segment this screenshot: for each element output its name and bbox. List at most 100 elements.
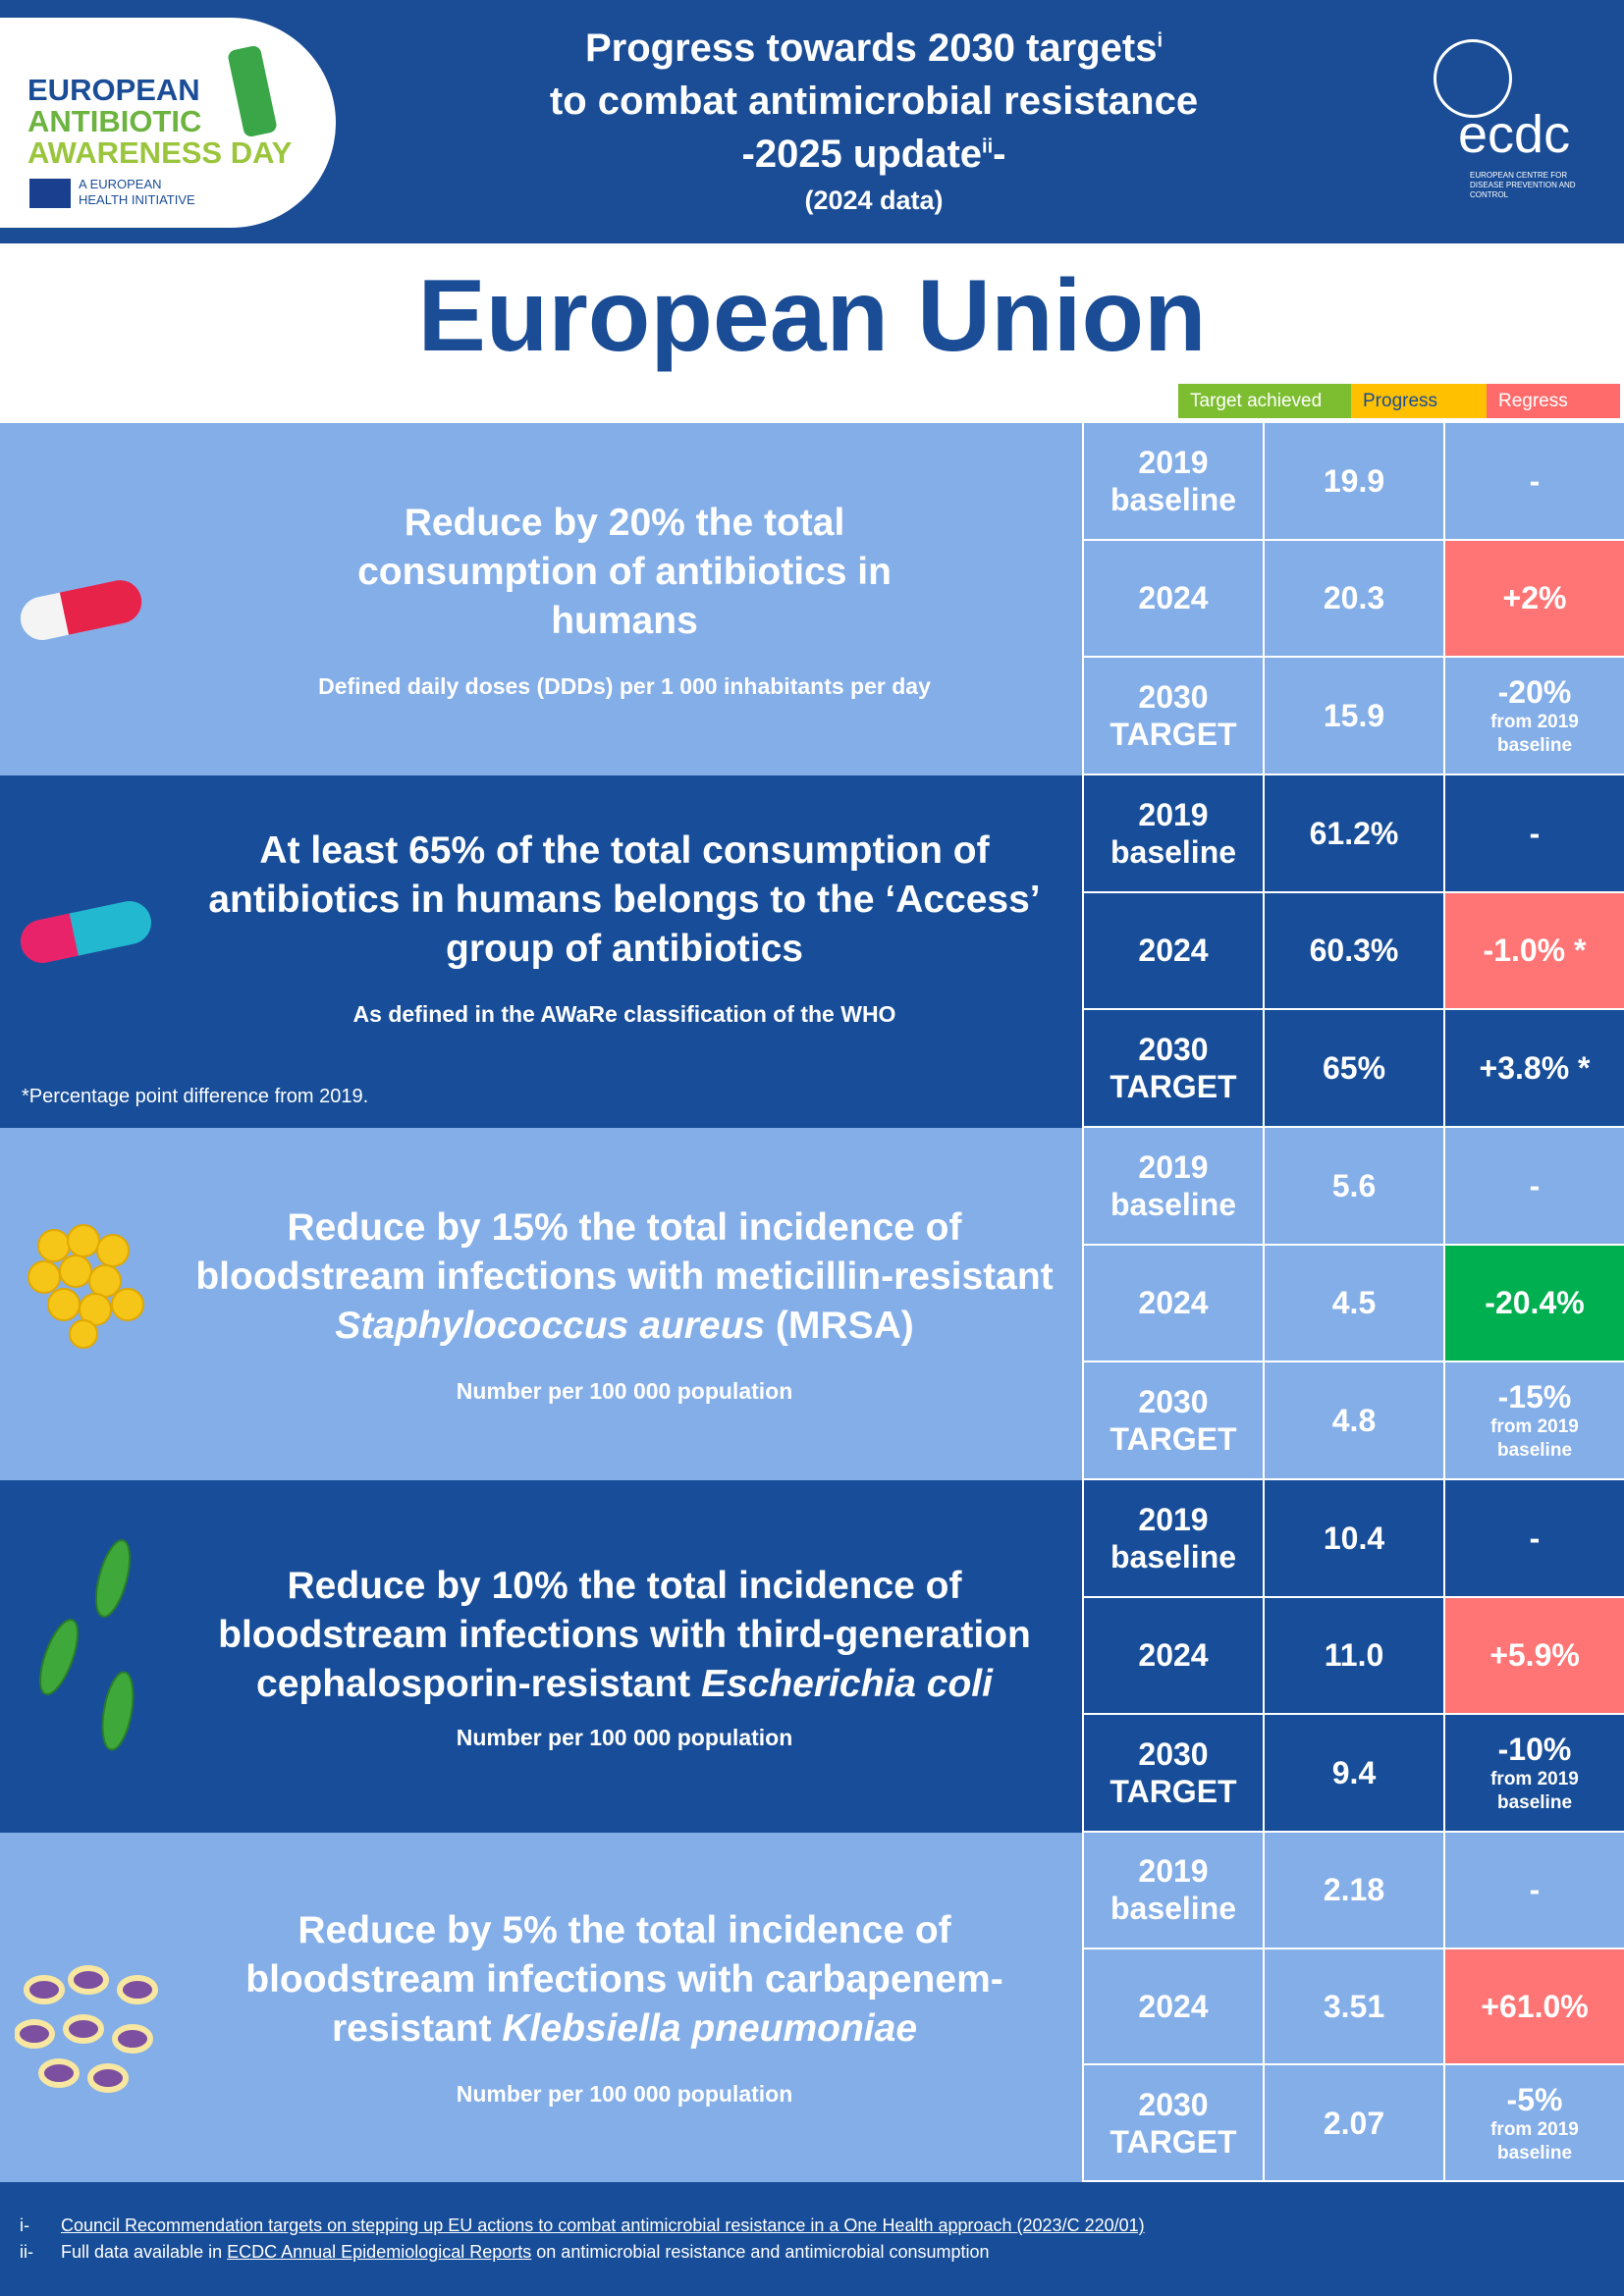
unit-text: Number per 100 000 population <box>456 2081 793 2107</box>
row-label: 2024 <box>1082 540 1263 659</box>
change-sub: from 2019 baseline <box>1490 1769 1579 1814</box>
row-label: 2030 TARGET <box>1082 2065 1263 2182</box>
row-label: 2030 TARGET <box>1082 1362 1263 1480</box>
change-sub: from 2019 baseline <box>1490 1416 1579 1462</box>
organism-name: Staphylococcus aureus <box>335 1304 766 1347</box>
row-label: 2030 TARGET <box>1082 1010 1263 1128</box>
row-label: 2024 <box>1082 1949 1263 2066</box>
row-value: 4.8 <box>1263 1362 1443 1480</box>
row-value: 60.3% <box>1263 892 1443 1011</box>
target-section-klebsiella: Reduce by 5% the total incidence of bloo… <box>0 1833 1624 2182</box>
data-table: 2019 baseline 5.6 - 2024 4.5 -20.4% 2030… <box>1082 1128 1624 1480</box>
row-value: 15.9 <box>1263 658 1443 775</box>
e-coli-icon <box>39 1539 135 1751</box>
globe-icon <box>1434 39 1512 118</box>
ecdc-logo: ecdc EUROPEAN CENTRE FOR DISEASE PREVENT… <box>1429 39 1615 206</box>
row-label: 2024 <box>1082 1597 1263 1716</box>
eu-flag-icon <box>29 179 71 208</box>
unit-text: Number per 100 000 population <box>456 1724 793 1750</box>
row-label: 2030 TARGET <box>1082 658 1263 775</box>
goal-part: Reduce by 5% the total incidence of bloo… <box>245 1909 1003 2050</box>
logo-line: EUROPEAN <box>27 73 200 107</box>
change-sub: from 2019 baseline <box>1490 2118 1579 2163</box>
row-value: 2.07 <box>1263 2065 1443 2182</box>
eaad-logo: EUROPEAN ANTIBIOTIC AWARENESS DAY A EURO… <box>0 18 336 228</box>
target-section-access: At least 65% of the total consumption of… <box>0 775 1624 1128</box>
legend: Target achieved Progress Regress <box>1178 384 1620 418</box>
organism-name: Klebsiella pneumoniae <box>502 2007 918 2050</box>
staphylococcus-icon <box>27 1224 144 1349</box>
data-table: 2019 baseline 10.4 - 2024 11.0 +5.9% 203… <box>1082 1480 1624 1833</box>
row-change: -20% from 2019 baseline <box>1443 658 1624 775</box>
footnote-ref: ii <box>982 135 994 158</box>
subtitle: (2024 data) <box>804 186 944 215</box>
row-value: 11.0 <box>1263 1597 1443 1716</box>
row-label: 2030 TARGET <box>1082 1715 1263 1833</box>
row-change: - <box>1443 1480 1624 1598</box>
row-value: 65% <box>1263 1010 1443 1128</box>
legend-achieved: Target achieved <box>1178 384 1351 418</box>
ecdc-name: ecdc <box>1458 105 1571 164</box>
change-value: -5% <box>1506 2081 1563 2117</box>
data-table: 2019 baseline 2.18 - 2024 3.51 +61.0% 20… <box>1082 1833 1624 2182</box>
iv-bag-icon <box>227 44 278 138</box>
row-value: 19.9 <box>1263 423 1443 541</box>
ecdc-reports-link[interactable]: ECDC Annual Epidemiological Reports <box>227 2242 532 2262</box>
footnote-text: Full data available in <box>61 2242 228 2262</box>
unit-text: Defined daily doses (DDDs) per 1 000 inh… <box>318 672 931 699</box>
row-label: 2019 baseline <box>1082 1833 1263 1949</box>
change-value: -20% <box>1497 674 1572 711</box>
ecdc-subtitle: EUROPEAN CENTRE FOR DISEASE PREVENTION A… <box>1470 171 1576 199</box>
goal-part: Reduce by 10% the total incidence of blo… <box>218 1564 1031 1705</box>
row-change: - <box>1443 423 1624 541</box>
footnote-ref: i <box>1157 29 1164 52</box>
unit-text: Number per 100 000 population <box>456 1377 793 1404</box>
pill-red-icon <box>20 580 142 640</box>
row-change-regress: -1.0% * <box>1443 892 1624 1011</box>
goal-part: Reduce by 15% the total incidence of blo… <box>195 1205 1054 1298</box>
region-title: European Union <box>417 259 1207 373</box>
legend-regress: Regress <box>1487 384 1620 418</box>
row-change: -15% from 2019 baseline <box>1443 1362 1624 1480</box>
logo-initiative: A EUROPEAN HEALTH INITIATIVE <box>79 177 195 207</box>
logo-line: ANTIBIOTIC <box>27 104 202 138</box>
row-label: 2019 baseline <box>1082 1480 1263 1598</box>
row-value: 61.2% <box>1263 775 1443 893</box>
target-section-ecoli: Reduce by 10% the total incidence of blo… <box>0 1480 1624 1833</box>
row-label: 2024 <box>1082 1245 1263 1363</box>
target-section-mrsa: Reduce by 15% the total incidence of blo… <box>0 1128 1624 1480</box>
footnote-i: i- Council Recommendation targets on ste… <box>20 2215 1145 2236</box>
row-label: 2019 baseline <box>1082 775 1263 893</box>
row-label: 2024 <box>1082 892 1263 1011</box>
row-label: 2019 baseline <box>1082 423 1263 541</box>
row-label: 2019 baseline <box>1082 1128 1263 1246</box>
goal-text: Reduce by 15% the total incidence of blo… <box>187 1203 1062 1351</box>
change-value: -15% <box>1497 1379 1572 1415</box>
klebsiella-icon <box>15 1965 158 2093</box>
header-banner: EUROPEAN ANTIBIOTIC AWARENESS DAY A EURO… <box>0 0 1624 243</box>
row-value: 3.51 <box>1263 1949 1443 2066</box>
row-change: -5% from 2019 baseline <box>1443 2065 1624 2182</box>
council-recommendation-link[interactable]: Council Recommendation targets on steppi… <box>61 2216 1145 2235</box>
row-value: 2.18 <box>1263 1833 1443 1949</box>
page-header-title: Progress towards 2030 targetsi to combat… <box>393 22 1355 220</box>
logo-line: AWARENESS DAY <box>27 135 293 170</box>
row-value: 9.4 <box>1263 1715 1443 1833</box>
row-change: -10% from 2019 baseline <box>1443 1715 1624 1833</box>
data-table: 2019 baseline 61.2% - 2024 60.3% -1.0% *… <box>1082 775 1624 1128</box>
goal-text: Reduce by 20% the total consumption of a… <box>357 501 892 642</box>
row-change-regress: +2% <box>1443 540 1624 659</box>
row-change-achieved: -20.4% <box>1443 1245 1624 1363</box>
goal-text: Reduce by 5% the total incidence of bloo… <box>187 1906 1062 2054</box>
footnote-ii: ii- Full data available in ECDC Annual E… <box>20 2241 990 2263</box>
row-change-regress: +61.0% <box>1443 1949 1624 2066</box>
row-change: - <box>1443 1833 1624 1949</box>
data-table: 2019 baseline 19.9 - 2024 20.3 +2% 2030 … <box>1082 423 1624 775</box>
goal-text: At least 65% of the total consumption of… <box>208 828 1041 970</box>
target-section-consumption: Reduce by 20% the total consumption of a… <box>0 423 1624 775</box>
row-change-regress: +5.9% <box>1443 1597 1624 1716</box>
pill-blue-icon <box>20 901 151 963</box>
footnote-text: on antimicrobial resistance and antimicr… <box>531 2242 990 2262</box>
change-value: -10% <box>1497 1732 1572 1768</box>
row-value: 20.3 <box>1263 540 1443 659</box>
